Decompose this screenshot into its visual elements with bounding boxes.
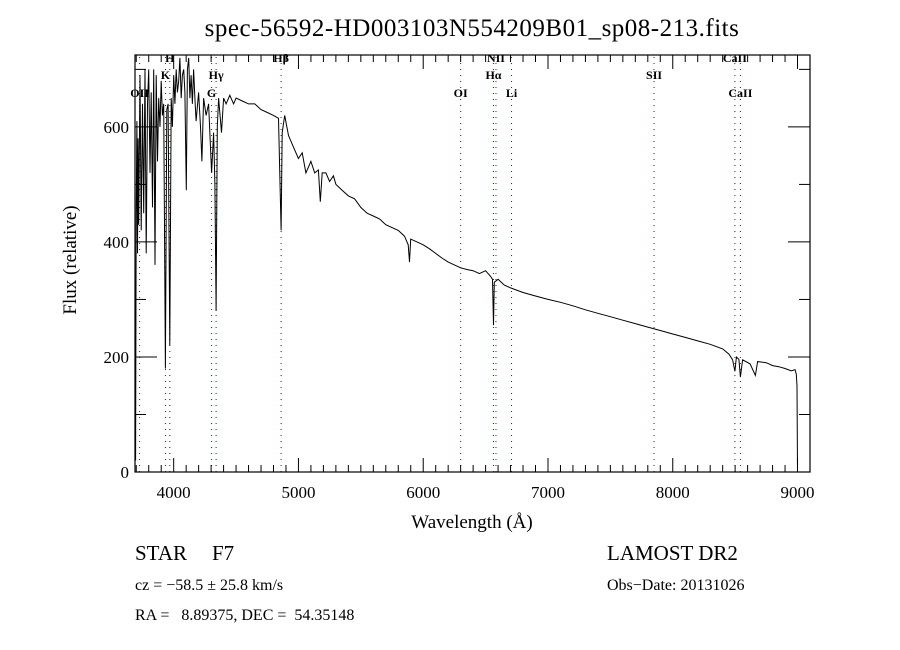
line-marker-label: G [207,86,216,100]
line-marker-label: Hα [485,68,501,82]
x-tick-label: 9000 [781,483,815,502]
line-marker-label: NII [487,51,505,65]
y-tick-label: 200 [104,348,130,367]
line-marker-label: SII [646,68,662,82]
y-tick-label: 600 [104,118,130,137]
coords-text: RA = 8.89375, DEC = 54.35148 [135,607,354,624]
line-marker-label: Hγ [209,68,224,82]
spectrum-line [135,57,798,473]
line-marker-label: OI [454,86,468,100]
x-tick-label: 7000 [531,483,565,502]
y-axis-label: Flux (relative) [60,205,81,314]
line-marker-label: CaII [728,86,752,100]
y-tick-label: 400 [104,233,130,252]
x-axis-label: Wavelength (Å) [411,512,532,533]
chart-title: spec-56592-HD003103N554209B01_sp08-213.f… [205,15,740,42]
subclass-label: F7 [212,541,234,565]
line-marker-label: Li [506,86,518,100]
x-tick-label: 6000 [406,483,440,502]
line-marker-label: Hβ [273,51,289,65]
x-tick-label: 8000 [656,483,690,502]
obs-date-text: Obs−Date: 20131026 [607,577,744,594]
x-tick-label: 5000 [281,483,315,502]
line-marker-label: H [165,51,175,65]
redshift-text: cz = −58.5 ± 25.8 km/s [135,577,283,594]
line-marker-label: K [161,68,171,82]
plot-frame [134,54,811,473]
y-tick-label: 0 [121,463,130,482]
x-tick-label: 4000 [157,483,191,502]
survey-label: LAMOST DR2 [607,541,738,565]
class-label: STAR [135,541,187,565]
